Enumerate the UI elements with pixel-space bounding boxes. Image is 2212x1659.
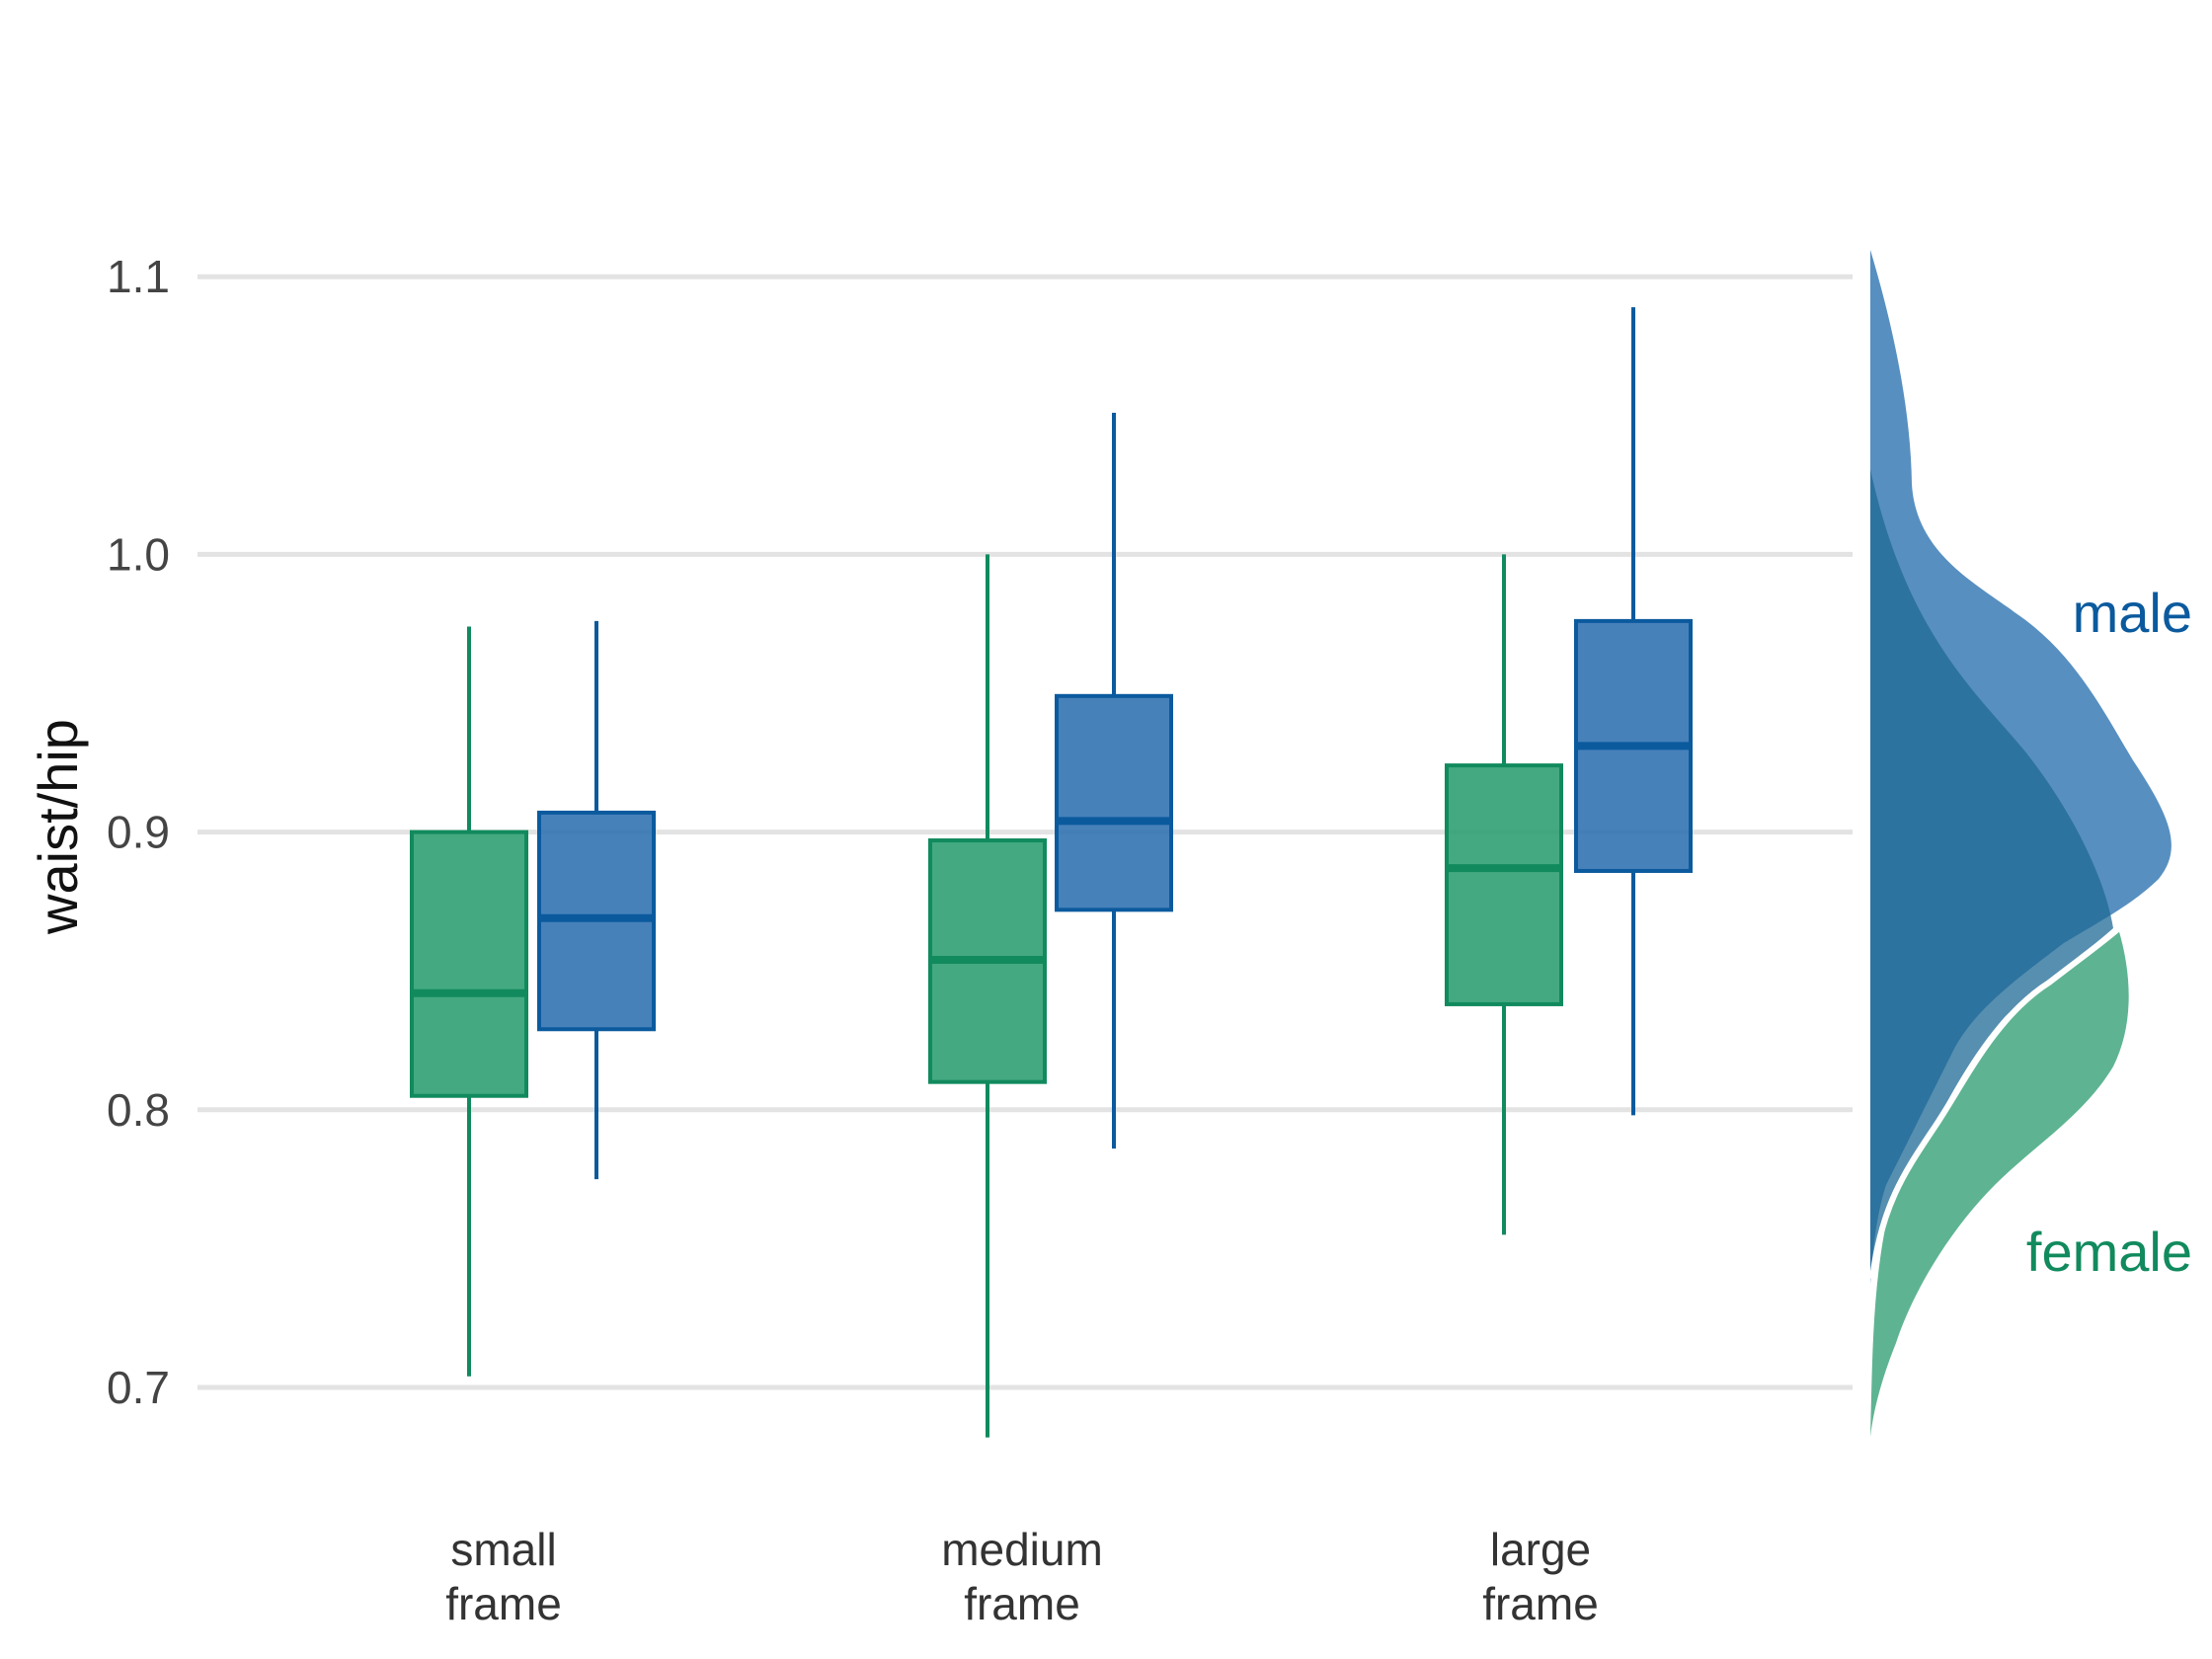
y-tick-label: 0.7 — [107, 1362, 170, 1413]
box-male-2 — [1574, 307, 1693, 1116]
x-category-label-line1: small — [450, 1524, 556, 1575]
box-female-0 — [410, 626, 528, 1377]
box-body — [1055, 693, 1173, 912]
y-tick-labels: 0.7 0.8 0.9 1.0 1.1 — [107, 251, 170, 1413]
box-male-1 — [1055, 412, 1173, 1149]
y-tick-label: 0.9 — [107, 807, 170, 858]
y-tick-label: 0.8 — [107, 1084, 170, 1136]
box-body — [410, 830, 528, 1098]
box-female-2 — [1445, 554, 1563, 1235]
x-category-label-line2: frame — [1482, 1578, 1599, 1629]
box-series — [410, 307, 1693, 1438]
density-overlap — [1870, 469, 2113, 1274]
box-female-1 — [928, 554, 1047, 1438]
density-female — [1870, 928, 2129, 1437]
y-tick-label: 1.0 — [107, 528, 170, 580]
y-tick-label: 1.1 — [107, 251, 170, 302]
x-category-label-line1: medium — [941, 1524, 1103, 1575]
x-category-label-line2: frame — [964, 1578, 1080, 1629]
x-category-label-line1: large — [1490, 1524, 1591, 1575]
series-label-male: male — [2073, 582, 2192, 644]
box-body — [1445, 763, 1563, 1006]
box-male-0 — [537, 620, 656, 1180]
marginal-density — [1869, 250, 2172, 1437]
series-label-female: female — [2026, 1221, 2192, 1283]
x-category-label-line2: frame — [445, 1578, 562, 1629]
density-separator — [1869, 923, 2124, 1280]
y-axis-title: waist/hip — [27, 719, 89, 935]
